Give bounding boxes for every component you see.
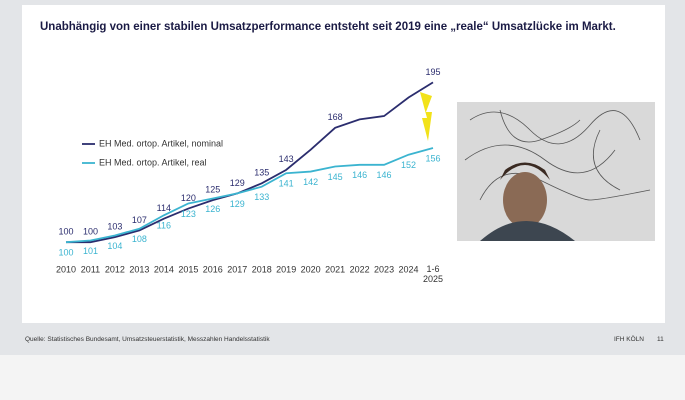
data-label: 141 bbox=[279, 179, 294, 189]
data-label: 104 bbox=[107, 241, 122, 251]
data-label: 116 bbox=[157, 221, 171, 231]
data-label: 120 bbox=[181, 193, 196, 203]
data-label: 129 bbox=[230, 199, 245, 209]
data-label: 126 bbox=[205, 204, 220, 214]
lightning-icon bbox=[420, 92, 432, 141]
legend-label: EH Med. ortop. Artikel, real bbox=[99, 157, 207, 167]
data-label: 145 bbox=[328, 172, 343, 182]
x-tick-label: 1-6 2025 bbox=[423, 264, 443, 284]
data-label: 195 bbox=[425, 67, 440, 77]
page-number: 11 bbox=[657, 336, 664, 343]
data-label: 168 bbox=[328, 112, 343, 122]
x-tick-label: 2020 bbox=[301, 264, 321, 274]
source-note: Quelle: Statistisches Bundesamt, Umsatzs… bbox=[25, 336, 270, 343]
x-tick-label: 2024 bbox=[399, 264, 419, 274]
x-tick-label: 2019 bbox=[276, 264, 296, 274]
series-line bbox=[66, 81, 434, 244]
x-tick-label: 2018 bbox=[252, 264, 272, 274]
data-label: 108 bbox=[132, 234, 147, 244]
chart: 2010 2011 2012 2013 2014 2015 2016 2017 2018 2019… bbox=[56, 67, 655, 284]
x-tick-label: 2014 bbox=[154, 264, 174, 274]
data-label: 107 bbox=[132, 215, 147, 225]
x-tick-label: 2022 bbox=[350, 264, 370, 274]
data-label: 152 bbox=[401, 160, 416, 170]
data-label: 103 bbox=[107, 222, 122, 232]
x-tick-label: 2013 bbox=[129, 264, 149, 274]
data-label: 114 bbox=[157, 203, 171, 213]
data-label: 123 bbox=[181, 209, 196, 219]
data-label: 100 bbox=[58, 227, 73, 237]
x-tick-label: 2016 bbox=[203, 264, 223, 274]
legend-label: EH Med. ortop. Artikel, nominal bbox=[99, 138, 223, 148]
x-tick-label: 2023 bbox=[374, 264, 394, 274]
data-label: 101 bbox=[83, 246, 98, 256]
data-label: 100 bbox=[58, 248, 73, 258]
x-tick-label: 2011 bbox=[81, 264, 100, 274]
data-label: 146 bbox=[377, 170, 392, 180]
brand: IFH KÖLN bbox=[614, 336, 644, 343]
data-label: 129 bbox=[230, 178, 245, 188]
slide-title: Unabhängig von einer stabilen Umsatzperf… bbox=[40, 21, 616, 33]
data-label: 133 bbox=[254, 192, 269, 202]
x-tick-label: 2015 bbox=[178, 264, 198, 274]
series-line bbox=[65, 147, 434, 244]
data-label: 146 bbox=[352, 170, 367, 180]
data-label: 125 bbox=[205, 185, 220, 195]
x-tick-label: 2012 bbox=[105, 264, 125, 274]
data-label: 142 bbox=[303, 177, 318, 187]
data-label: 135 bbox=[254, 168, 269, 178]
x-tick-label: 2010 bbox=[56, 264, 76, 274]
data-label: 156 bbox=[425, 153, 440, 163]
photo bbox=[457, 102, 655, 241]
x-tick-label: 2021 bbox=[325, 264, 345, 274]
data-label: 100 bbox=[83, 227, 98, 237]
x-tick-label: 2017 bbox=[227, 264, 247, 274]
data-label: 143 bbox=[279, 154, 294, 164]
